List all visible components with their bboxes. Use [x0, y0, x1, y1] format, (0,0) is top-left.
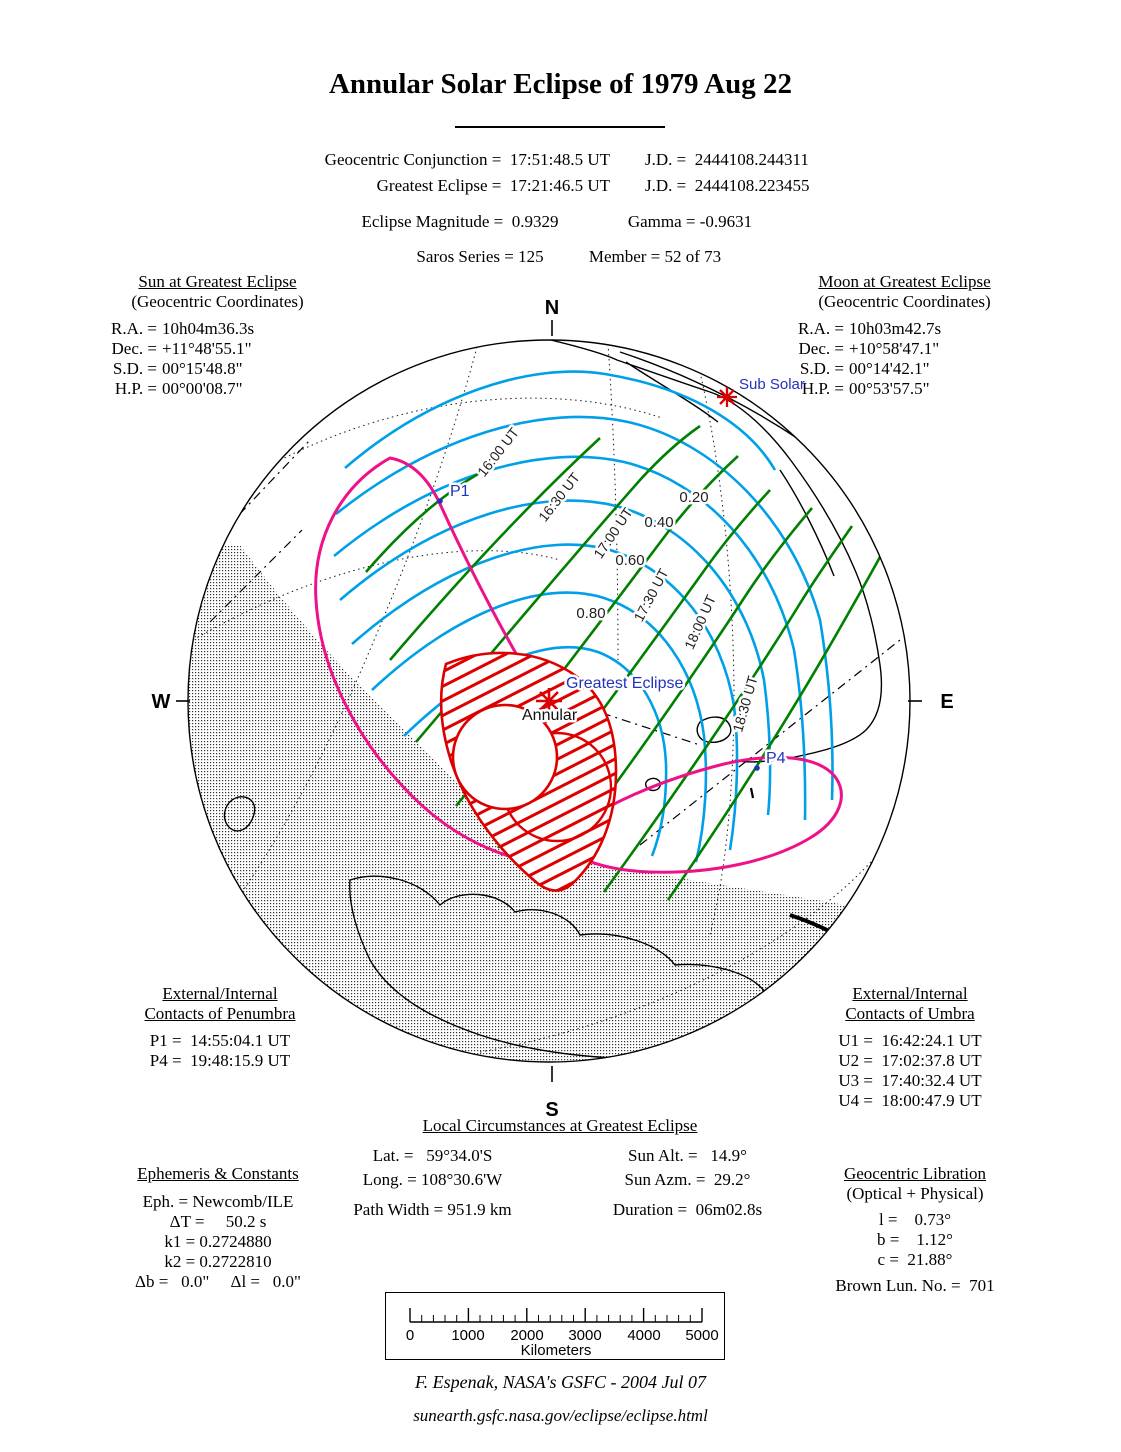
umbra-row: U2 = 17:02:37.8 UT [838, 1051, 982, 1070]
compass-s: S [545, 1099, 558, 1121]
svg-text:5000: 5000 [685, 1327, 718, 1344]
local-sun-alt: Sun Alt. = 14.9° [628, 1146, 747, 1165]
ephemeris-row: ΔT = 50.2 s [169, 1212, 267, 1231]
moon-subheading: (Geocentric Coordinates) [818, 292, 991, 311]
p1-label: P1 [450, 483, 470, 500]
svg-text:4000: 4000 [627, 1327, 660, 1344]
sun-block: Sun at Greatest Eclipse (Geocentric Coor… [85, 272, 350, 399]
penumbra-row: P4 = 19:48:15.9 UT [149, 1051, 291, 1070]
compass-n: N [545, 297, 559, 319]
scale-bar-box: 0 1000 2000 3000 4000 5000 Kilometers [385, 1292, 725, 1360]
scale-unit-label: Kilometers [521, 1342, 592, 1358]
svg-text:1000: 1000 [451, 1327, 484, 1344]
subsolar-marker [717, 387, 737, 407]
compass-w: W [152, 691, 171, 713]
member-line: Member = 52 of 73 [588, 247, 722, 266]
sun-row: S.D. = 00°15'48.8" [112, 359, 243, 378]
moon-row: R.A. = 10h03m42.7s [798, 319, 942, 338]
ephemeris-row: k2 = 0.2722810 [164, 1252, 272, 1271]
compass: N S W E [152, 297, 954, 1121]
moon-row: H.P. = 00°53'57.5" [801, 379, 930, 398]
greatest-eclipse-label: Greatest Eclipse [566, 675, 683, 692]
svg-text:0: 0 [406, 1327, 414, 1344]
umbra-row: U1 = 16:42:24.1 UT [838, 1031, 982, 1050]
local-path-width: Path Width = 951.9 km [353, 1200, 512, 1219]
penumbra-contacts-block: External/Internal Contacts of Penumbra P… [95, 984, 345, 1071]
local-row-2: Long. = 108°30.6'W Sun Azm. = 29.2° [305, 1170, 815, 1190]
umbra-heading-1: External/Internal [852, 984, 968, 1003]
local-long: Long. = 108°30.6'W [362, 1170, 503, 1189]
compass-e: E [940, 691, 953, 713]
greatest-eclipse-line: Greatest Eclipse = 17:21:46.5 UT [376, 176, 610, 195]
libration-block: Geocentric Libration (Optical + Physical… [795, 1164, 1035, 1296]
umbra-row: U4 = 18:00:47.9 UT [838, 1091, 982, 1110]
local-row-1: Lat. = 59°34.0'S Sun Alt. = 14.9° [305, 1146, 815, 1166]
moon-block: Moon at Greatest Eclipse (Geocentric Coo… [772, 272, 1037, 399]
libration-row: b = 1.12° [877, 1230, 953, 1249]
libration-subheading: (Optical + Physical) [846, 1184, 984, 1203]
graticule-dotted [192, 343, 906, 1053]
ephemeris-row: Eph. = Newcomb/ILE [142, 1192, 294, 1211]
sun-row: H.P. = 00°00'08.7" [114, 379, 243, 398]
svg-text:2000: 2000 [510, 1327, 543, 1344]
sun-row: Dec. = +11°48'55.1" [111, 339, 252, 358]
moon-row: Dec. = +10°58'47.1" [798, 339, 940, 358]
libration-row: l = 0.73° [878, 1210, 952, 1229]
libration-heading: Geocentric Libration [843, 1164, 987, 1183]
svg-text:0.60: 0.60 [615, 552, 644, 569]
umbra-row: U3 = 17:40:32.4 UT [838, 1071, 982, 1090]
p4-point [754, 765, 760, 771]
credit-line: F. Espenak, NASA's GSFC - 2004 Jul 07 [415, 1372, 706, 1392]
source-url[interactable]: sunearth.gsfc.nasa.gov/eclipse/eclipse.h… [413, 1406, 708, 1425]
sun-heading: Sun at Greatest Eclipse [138, 272, 297, 291]
local-sun-azm: Sun Azm. = 29.2° [624, 1170, 751, 1189]
annular-label: Annular [522, 707, 578, 724]
svg-text:0.20: 0.20 [679, 489, 708, 506]
ephemeris-row: k1 = 0.2724880 [164, 1232, 272, 1251]
brown-lunation-line: Brown Lun. No. = 701 [835, 1276, 995, 1295]
conjunction-line: Geocentric Conjunction = 17:51:48.5 UT [324, 150, 610, 169]
page-title: Annular Solar Eclipse of 1979 Aug 22 [328, 68, 792, 100]
moon-row: S.D. = 00°14'42.1" [799, 359, 930, 378]
antumbra-outline-greatest [451, 703, 559, 811]
ephemeris-heading: Ephemeris & Constants [137, 1164, 299, 1183]
moon-heading: Moon at Greatest Eclipse [818, 272, 991, 291]
libration-row: c = 21.88° [877, 1250, 953, 1269]
local-lat: Lat. = 59°34.0'S [372, 1146, 493, 1165]
gamma-line: Gamma = -0.9631 [627, 212, 753, 231]
jd2-line: J.D. = 2444108.223455 [645, 176, 810, 195]
umbra-contacts-block: External/Internal Contacts of Umbra U1 =… [795, 984, 1025, 1111]
annular-path [439, 651, 618, 892]
svg-text:0.80: 0.80 [576, 605, 605, 622]
magnitude-line: Eclipse Magnitude = 0.9329 [361, 212, 559, 231]
sun-subheading: (Geocentric Coordinates) [131, 292, 304, 311]
penumbra-heading-1: External/Internal [162, 984, 278, 1003]
local-row-3: Path Width = 951.9 km Duration = 06m02.8… [305, 1200, 815, 1220]
p1-point [437, 498, 443, 504]
greatest-eclipse-marker [536, 688, 562, 714]
subsolar-label: Sub Solar [739, 376, 805, 393]
penumbra-row: P1 = 14:55:04.1 UT [149, 1031, 291, 1050]
saros-line: Saros Series = 125 [416, 247, 544, 266]
penumbra-heading-2: Contacts of Penumbra [144, 1004, 296, 1023]
svg-text:3000: 3000 [568, 1327, 601, 1344]
local-heading: Local Circumstances at Greatest Eclipse [422, 1116, 698, 1135]
title-underline [455, 126, 665, 128]
svg-text:0.40: 0.40 [644, 514, 673, 531]
magnitude-contour-labels: 0.20 0.40 0.60 0.80 [574, 487, 711, 625]
ephemeris-row: Δb = 0.0" Δl = 0.0" [135, 1272, 301, 1291]
scale-tick-labels: 0 1000 2000 3000 4000 5000 [406, 1327, 719, 1344]
sun-row: R.A. = 10h04m36.3s [111, 319, 255, 338]
jd1-line: J.D. = 2444108.244311 [645, 150, 809, 169]
umbra-heading-2: Contacts of Umbra [845, 1004, 975, 1023]
ephemeris-block: Ephemeris & Constants Eph. = Newcomb/ILE… [88, 1164, 348, 1292]
scale-bar: 0 1000 2000 3000 4000 5000 Kilometers [406, 1308, 719, 1359]
local-duration: Duration = 06m02.8s [612, 1200, 763, 1219]
p4-label: P4 [766, 750, 786, 767]
